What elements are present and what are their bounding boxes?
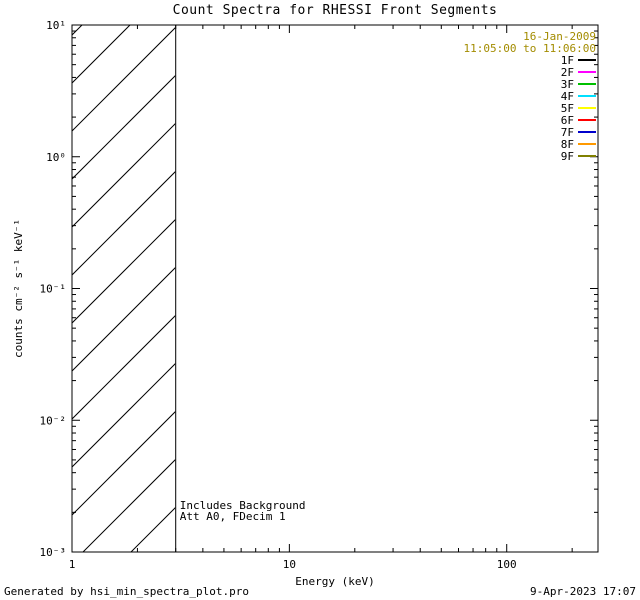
render-timestamp: 9-Apr-2023 17:07	[530, 585, 636, 598]
legend-date: 16-Jan-2009	[523, 30, 596, 43]
generator-credit: Generated by hsi_min_spectra_plot.pro	[4, 585, 250, 598]
tick-labels: 1 10 100 10⁻³ 10⁻² 10⁻¹ 10⁰ 10¹	[40, 19, 517, 571]
legend-entry-label: 4F	[561, 90, 574, 103]
y-tick-label: 10⁻¹	[40, 283, 67, 296]
y-tick-label: 10¹	[46, 19, 66, 32]
y-tick-label: 10⁻²	[40, 414, 67, 427]
chart-title: Count Spectra for RHESSI Front Segments	[172, 3, 498, 18]
x-tick-label: 100	[497, 558, 517, 571]
legend-entry-label: 8F	[561, 138, 574, 151]
legend-entry-label: 9F	[561, 150, 574, 163]
legend-entry-label: 1F	[561, 54, 574, 67]
legend-entry-label: 7F	[561, 126, 574, 139]
y-tick-label: 10⁰	[46, 151, 66, 164]
legend-entry-label: 5F	[561, 102, 574, 115]
legend-time-range: 11:05:00 to 11:06:00	[464, 42, 596, 55]
x-axis-label: Energy (keV)	[295, 575, 374, 588]
x-tick-label: 1	[69, 558, 76, 571]
plot-box	[71, 24, 599, 553]
y-axis-label: counts cm⁻² s⁻¹ keV⁻¹	[12, 219, 25, 358]
plot-annotation: Includes Background	[180, 499, 306, 512]
y-tick-label: 10⁻³	[40, 546, 67, 559]
legend-entry-label: 2F	[561, 66, 574, 79]
hatch-lines	[72, 25, 176, 552]
legend-entry-label: 3F	[561, 78, 574, 91]
legend-entry-label: 6F	[561, 114, 574, 127]
axis-ticks	[71, 24, 598, 553]
x-tick-label: 10	[283, 558, 296, 571]
plot-annotation: Att A0, FDecim 1	[180, 510, 286, 523]
